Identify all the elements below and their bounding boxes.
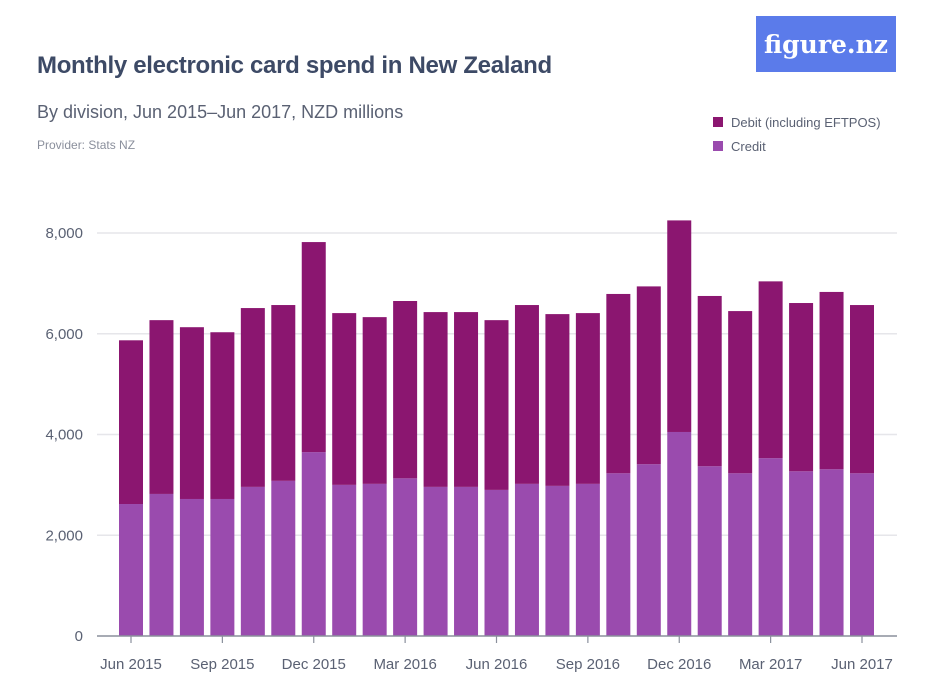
bar-debit xyxy=(423,312,448,487)
x-tick-label: Jun 2017 xyxy=(831,656,893,673)
x-tick-label: Jun 2016 xyxy=(466,656,528,673)
bar-credit xyxy=(728,473,753,636)
y-tick-label: 4,000 xyxy=(45,427,83,444)
bar-credit xyxy=(210,498,235,636)
bar-credit xyxy=(758,458,783,636)
chart-subtitle: By division, Jun 2015–Jun 2017, NZD mill… xyxy=(37,102,404,122)
bar-debit xyxy=(393,301,418,479)
x-tick-label: Sep 2015 xyxy=(190,656,254,673)
bar-debit xyxy=(789,303,814,472)
bar-debit xyxy=(819,291,844,470)
x-tick-label: Dec 2016 xyxy=(647,656,711,673)
bar-credit xyxy=(697,466,722,636)
bar-credit xyxy=(119,504,143,636)
y-tick-label: 2,000 xyxy=(45,527,83,544)
bar-debit xyxy=(454,312,479,487)
bar-credit xyxy=(484,489,509,636)
bar-debit xyxy=(484,320,509,490)
bar-debit xyxy=(758,281,783,459)
x-tick-label: Mar 2017 xyxy=(739,656,802,673)
x-tick-label: Jun 2015 xyxy=(100,656,162,673)
x-tick-label: Dec 2015 xyxy=(282,656,346,673)
bar-credit xyxy=(789,471,814,636)
bar-debit xyxy=(119,340,143,505)
provider-label: Provider: Stats NZ xyxy=(37,138,136,152)
bar-credit xyxy=(667,431,692,636)
bar-credit xyxy=(393,478,418,636)
bar-credit xyxy=(545,485,570,636)
bar-credit xyxy=(301,452,326,636)
bar-credit xyxy=(606,473,631,636)
bar-debit xyxy=(728,311,753,474)
bar-credit xyxy=(514,483,539,636)
bar-debit xyxy=(149,320,174,494)
x-tick-label: Mar 2016 xyxy=(373,656,436,673)
bar-debit xyxy=(362,317,387,484)
bar-debit xyxy=(301,242,326,453)
bar-credit xyxy=(423,486,448,636)
bar-credit xyxy=(179,498,204,636)
bar-debit xyxy=(545,314,570,486)
legend-swatch-debit xyxy=(713,117,723,127)
bar-credit xyxy=(636,464,661,636)
legend-swatch-credit xyxy=(713,141,723,151)
bar-credit xyxy=(362,483,387,636)
legend: Debit (including EFTPOS) Credit xyxy=(713,110,881,158)
legend-label-credit: Credit xyxy=(731,138,766,154)
bar-credit xyxy=(850,473,874,636)
bar-credit xyxy=(240,486,265,636)
bar-credit xyxy=(271,480,296,636)
bar-debit xyxy=(667,220,692,432)
bar-debit xyxy=(210,332,235,499)
bar-debit xyxy=(179,327,204,499)
bar-debit xyxy=(606,293,631,474)
bar-debit xyxy=(575,313,600,484)
legend-label-debit: Debit (including EFTPOS) xyxy=(731,114,881,130)
legend-item-debit: Debit (including EFTPOS) xyxy=(713,110,881,134)
bar-debit xyxy=(332,313,357,485)
bar-debit xyxy=(850,305,874,474)
bar-debit xyxy=(240,308,265,487)
bar-credit xyxy=(454,486,479,636)
y-tick-label: 0 xyxy=(75,628,83,645)
bar-debit xyxy=(697,295,722,467)
bar-debit xyxy=(636,286,661,465)
bar-credit xyxy=(332,484,357,636)
figure-nz-logo[interactable]: figure.nz xyxy=(756,16,896,72)
x-tick-label: Sep 2016 xyxy=(556,656,620,673)
bar-credit xyxy=(575,483,600,636)
bar-credit xyxy=(149,493,174,636)
y-tick-label: 8,000 xyxy=(45,225,83,242)
bar-debit xyxy=(271,305,296,481)
bar-debit xyxy=(514,305,539,484)
chart-title: Monthly electronic card spend in New Zea… xyxy=(37,52,552,79)
legend-item-credit: Credit xyxy=(713,134,881,158)
bar-credit xyxy=(819,469,844,636)
y-tick-label: 6,000 xyxy=(45,326,83,343)
